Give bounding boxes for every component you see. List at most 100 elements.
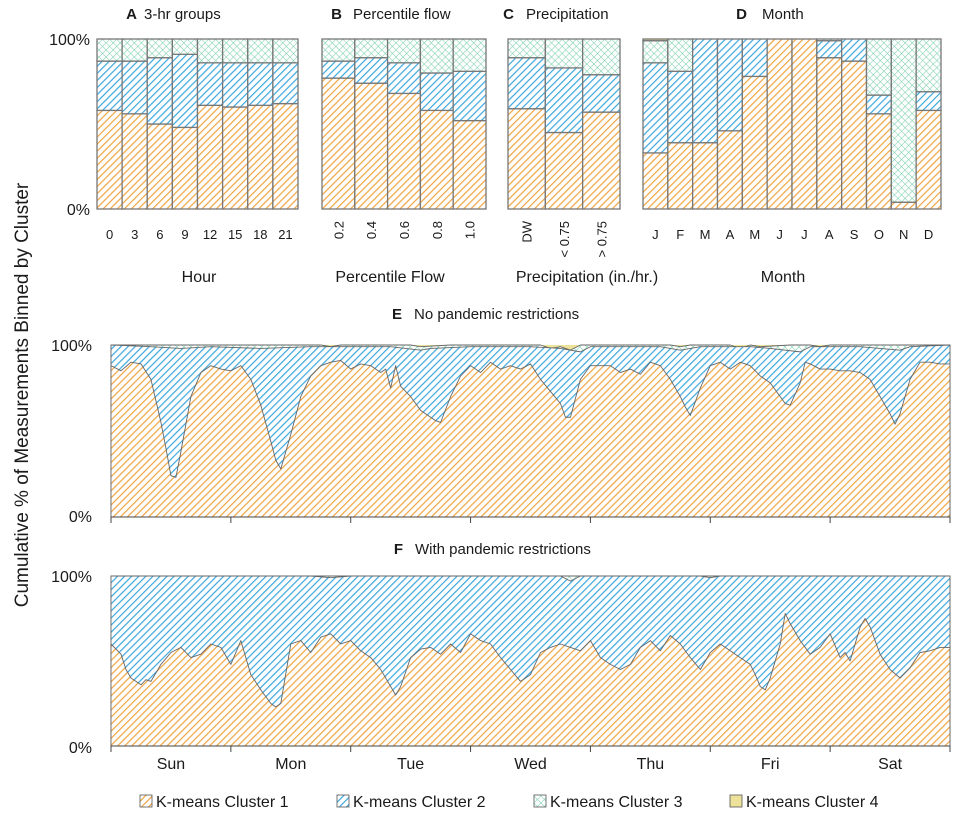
panel-b-letter: B: [331, 6, 342, 23]
panel-c-letter: C: [503, 6, 514, 23]
panel-d-bar-J-cluster-1: [791, 38, 818, 210]
panel-b-bar-0.8-cluster-1: [419, 109, 454, 210]
panel-d-bar-F-cluster-2: [667, 70, 694, 144]
panel-c-tick-label: > 0.75: [594, 221, 609, 258]
panel-a-bar-12-cluster-2: [196, 62, 224, 106]
panel-a-bar-6-cluster-1: [146, 123, 174, 210]
panel-a-tick-label: 9: [181, 227, 188, 242]
panel-d-bar-O-cluster-1: [865, 113, 892, 210]
panel-d-bar-D-cluster-3: [915, 38, 942, 93]
panel-c-bar-< 0.75-cluster-2: [544, 67, 584, 134]
panel-b-bar-1.0-cluster-1: [452, 119, 487, 210]
panel-c-bar-> 0.75-cluster-2: [582, 74, 621, 113]
panel-d-bar-M-cluster-2: [741, 38, 768, 78]
panel-b-bar-0.4-cluster-3: [354, 38, 389, 59]
panel-e-letter: E: [392, 306, 402, 323]
panel-b-tick-label: 0.2: [331, 221, 346, 239]
panel-a-bar-12-cluster-3: [196, 38, 224, 64]
panel-c-bar-> 0.75-cluster-1: [582, 111, 621, 210]
panel-d-bar-S-cluster-2: [841, 38, 868, 62]
panel-a-bar-9-cluster-3: [171, 38, 199, 55]
panel-b-bars: 0.2 0.4 0.6 0.8 1.0: [321, 38, 487, 239]
panel-c-bar-DW-cluster-2: [507, 57, 546, 110]
panel-a-bar-21-cluster-3: [272, 38, 299, 64]
panel-d-bar-N-cluster-3: [890, 38, 917, 203]
panel-c-bars: DW < 0.75 > 0.75: [507, 38, 621, 258]
panel-d-bar-M-cluster-2: [692, 38, 719, 144]
panel-d-bar-J-cluster-3: [642, 40, 669, 64]
panel-f-ytick-100: 100%: [51, 569, 92, 586]
panel-d-tick-label: A: [825, 227, 834, 242]
panel-c-xlabel: Precipitation (in./hr.): [516, 269, 658, 286]
panel-a-bar-18-cluster-3: [247, 38, 274, 64]
panel-b-tick-label: 0.4: [364, 221, 379, 239]
panel-c-bar-> 0.75-cluster-3: [582, 38, 621, 76]
panel-a-ytick-100: 100%: [49, 32, 90, 49]
panel-d-tick-label: S: [850, 227, 859, 242]
panel-a-bars: 0 3 6 9 12 15 18 21: [96, 38, 299, 242]
panel-a-bar-0-cluster-1: [96, 109, 123, 210]
panel-a-bar-18-cluster-2: [247, 62, 274, 106]
panel-d-tick-label: A: [726, 227, 735, 242]
panel-d-bar-A-cluster-1: [716, 130, 743, 210]
panel-d-bar-M-cluster-1: [741, 75, 768, 210]
day-label-sun: Sun: [157, 756, 185, 773]
panel-a-bar-15-cluster-1: [221, 106, 249, 210]
panel-a-bar-3-cluster-2: [121, 60, 148, 115]
panel-d-bar-N-cluster-1: [890, 201, 917, 210]
panel-d-bar-F-cluster-3: [667, 38, 694, 72]
panel-b-bar-0.2-cluster-3: [321, 38, 356, 62]
day-label-thu: Thu: [637, 756, 665, 773]
panel-f-letter: F: [394, 541, 403, 558]
panel-d-tick-label: N: [899, 227, 908, 242]
panel-c-bar-DW-cluster-3: [507, 38, 546, 59]
panel-c-tick-label: < 0.75: [557, 221, 572, 258]
panel-b-bar-1.0-cluster-3: [452, 38, 487, 72]
panel-a-tick-label: 15: [228, 227, 242, 242]
panel-b-bar-0.6-cluster-2: [386, 62, 422, 95]
legend: K-means Cluster 1 K-means Cluster 2 K-me…: [139, 794, 879, 811]
legend-swatch-cluster-1: [139, 794, 153, 808]
panel-b-tick-label: 0.6: [397, 221, 412, 239]
panel-b-bar-0.2-cluster-1: [321, 77, 356, 210]
panel-d-bar-D-cluster-2: [915, 91, 942, 112]
panel-c-bar-< 0.75-cluster-3: [544, 38, 584, 69]
panel-a-tick-label: 18: [253, 227, 267, 242]
panel-d-tick-label: M: [700, 227, 711, 242]
panel-c-bar-< 0.75-cluster-1: [544, 131, 584, 210]
panel-b-bar-0.8-cluster-3: [419, 38, 454, 74]
panel-f-title: With pandemic restrictions: [415, 541, 591, 558]
panel-a-tick-label: 21: [278, 227, 292, 242]
legend-swatch-cluster-4: [729, 794, 743, 808]
panel-d-bar-J-cluster-1: [642, 152, 669, 210]
panel-d-bar-J-cluster-2: [642, 62, 669, 154]
panel-c-title: Precipitation: [526, 6, 609, 23]
panel-d-tick-label: O: [874, 227, 884, 242]
panel-e-title: No pandemic restrictions: [414, 306, 579, 323]
panel-b-tick-label: 1.0: [463, 221, 478, 239]
panel-b-bar-1.0-cluster-2: [452, 70, 487, 122]
panel-e-ytick-100: 100%: [51, 338, 92, 355]
panel-a-bar-9-cluster-1: [171, 126, 199, 210]
panel-a-bar-21-cluster-2: [272, 62, 299, 105]
day-label-tue: Tue: [397, 756, 424, 773]
day-label-mon: Mon: [275, 756, 306, 773]
panel-a-tick-label: 6: [156, 227, 163, 242]
panel-d-bar-J-cluster-4: [642, 38, 669, 42]
panel-b-xlabel: Percentile Flow: [335, 269, 445, 286]
panel-d-bar-A-cluster-2: [816, 40, 843, 59]
panel-a-title: 3-hr groups: [144, 6, 221, 23]
panel-b-bar-0.6-cluster-1: [386, 92, 422, 210]
panel-b-tick-label: 0.8: [430, 221, 445, 239]
panel-a-tick-label: 12: [203, 227, 217, 242]
legend-swatch-cluster-2: [336, 794, 350, 808]
panel-d-tick-label: J: [776, 227, 783, 242]
panel-e-area: [110, 344, 951, 523]
day-label-fri: Fri: [761, 756, 780, 773]
panel-d-bar-D-cluster-1: [915, 109, 942, 210]
panel-a-bar-21-cluster-1: [272, 102, 299, 210]
panel-a-bar-15-cluster-3: [221, 38, 249, 64]
panel-d-bar-S-cluster-1: [841, 60, 868, 210]
